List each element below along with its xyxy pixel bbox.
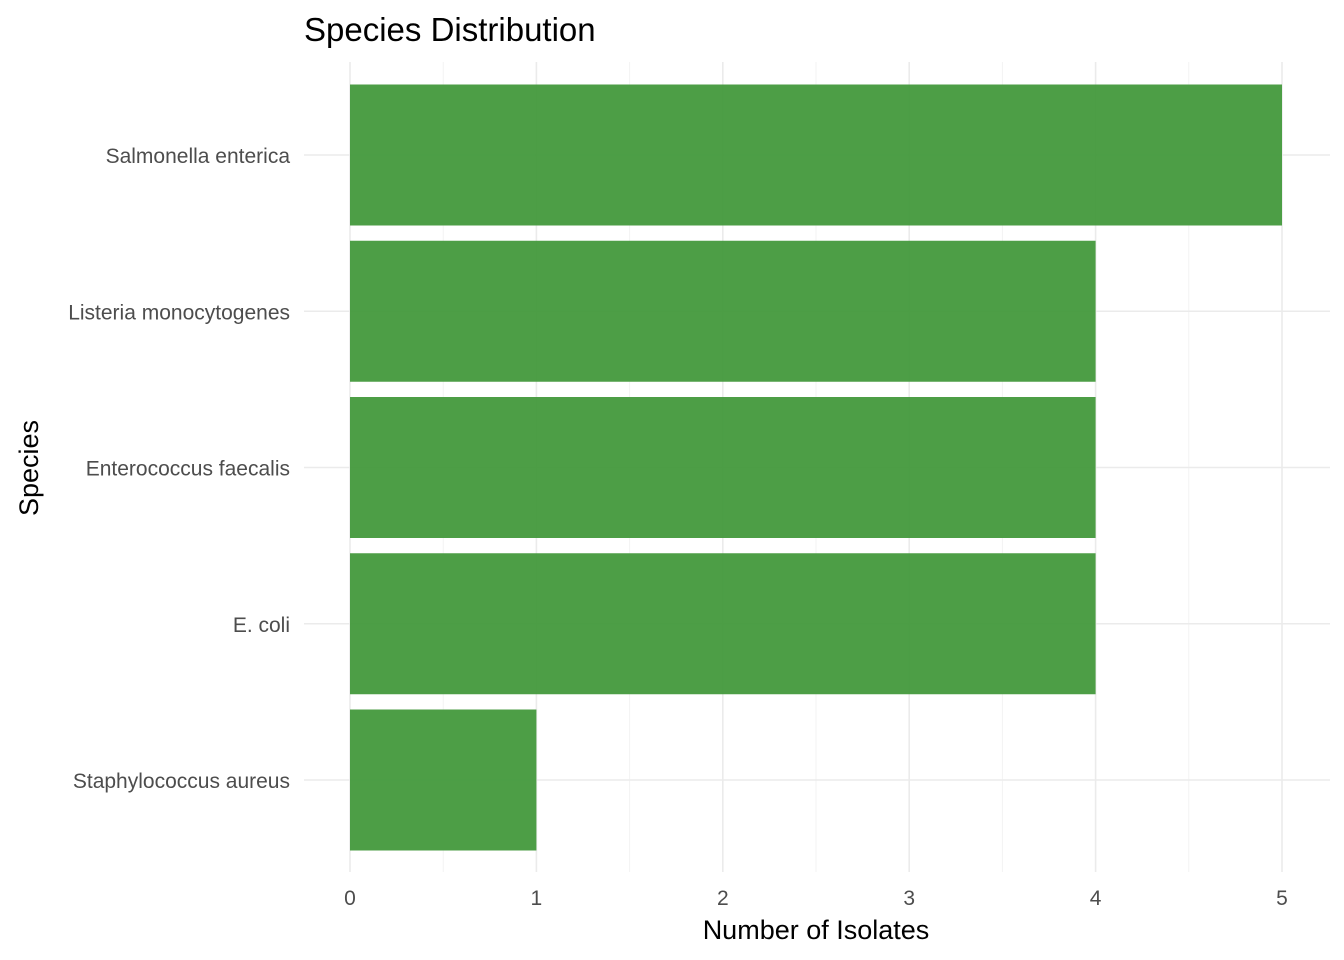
bar-staphylococcus-aureus <box>350 709 537 851</box>
x-tick-label: 1 <box>531 887 543 910</box>
x-tick-label: 5 <box>1276 887 1288 910</box>
y-tick-label: Staphylococcus aureus <box>73 770 290 793</box>
y-tick-label: Salmonella enterica <box>106 145 291 168</box>
x-tick-label: 3 <box>903 887 915 910</box>
y-axis-title: Species <box>14 420 44 516</box>
x-tick-label: 4 <box>1090 887 1102 910</box>
x-tick-label: 2 <box>717 887 729 910</box>
bar-enterococcus-faecalis <box>350 397 1096 538</box>
y-tick-label: E. coli <box>233 614 290 637</box>
bar-salmonella-enterica <box>350 84 1282 226</box>
x-axis-title: Number of Isolates <box>703 915 930 945</box>
bar-listeria-monocytogenes <box>350 240 1096 382</box>
bar-e-coli <box>350 553 1096 695</box>
ticks-layer: Salmonella enterica Listeria monocytogene… <box>68 145 1288 910</box>
y-tick-label: Enterococcus faecalis <box>86 458 290 481</box>
bars-layer <box>350 84 1282 851</box>
y-tick-label: Listeria monocytogenes <box>68 301 290 324</box>
chart-title: Species Distribution <box>304 11 596 48</box>
x-tick-label: 0 <box>344 887 356 910</box>
